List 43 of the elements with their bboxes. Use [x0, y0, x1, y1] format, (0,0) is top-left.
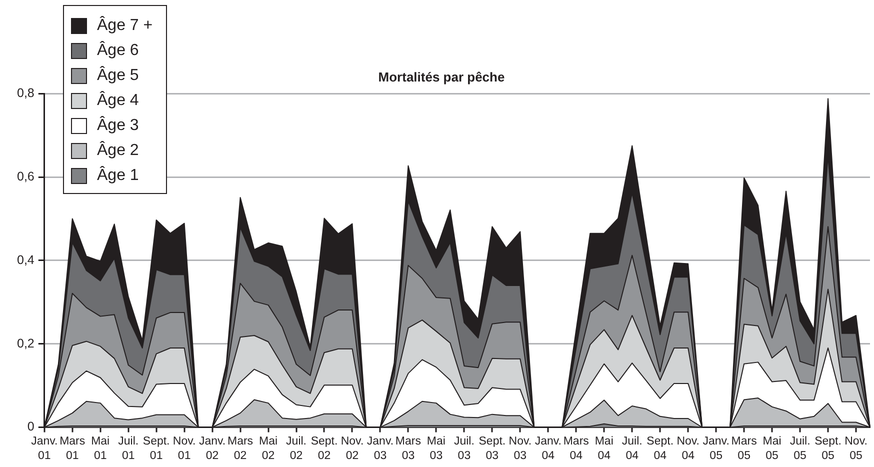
x-tick-label: Sept. 03 [478, 436, 506, 462]
x-tick-label: Mai 04 [594, 436, 614, 462]
x-tick-label: Juil. 03 [454, 436, 474, 462]
x-tick-label: Nov. 02 [340, 436, 364, 462]
x-tick-label: Mars 05 [731, 436, 758, 462]
y-tick-label: 0,6 [16, 169, 34, 184]
x-tick-label: Mai 02 [259, 436, 278, 462]
x-tick-label: Janv. 01 [31, 436, 58, 462]
chart-title: Mortalités par pêche [378, 69, 505, 84]
y-tick-label: 0,4 [16, 252, 34, 267]
legend-label: Âge 4 [97, 92, 139, 110]
legend-label: Âge 3 [97, 116, 139, 134]
x-tick-label: Juil. 05 [790, 436, 810, 462]
y-tick-label: 0,8 [16, 86, 34, 100]
y-tick-label: 0 [27, 420, 34, 434]
x-tick-label: Mars 02 [228, 436, 254, 462]
legend-label: Âge 7 + [97, 16, 153, 34]
x-tick-label: Sept. 05 [814, 436, 842, 462]
legend-label: Âge 5 [97, 66, 139, 84]
x-tick-label: Juil. 01 [118, 436, 139, 462]
x-tick-label: Nov. 03 [508, 436, 532, 462]
x-tick-label: Mars 04 [563, 436, 590, 462]
x-tick-label: Janv. 05 [702, 436, 730, 462]
y-tick-label: 0,2 [16, 336, 34, 350]
x-tick-label: Mars 03 [395, 436, 422, 462]
x-tick-label: Mars 01 [60, 436, 86, 462]
legend-label: Âge 2 [97, 142, 139, 160]
x-tick-label: Nov. 01 [172, 436, 196, 462]
x-tick-label: Janv. 04 [534, 436, 562, 462]
x-tick-label: Sept. 01 [142, 436, 170, 462]
x-tick-label: Sept. 04 [646, 436, 674, 462]
legend-label: Âge 1 [97, 166, 139, 184]
x-tick-label: Janv. 03 [366, 436, 394, 462]
x-tick-label: Sept. 02 [310, 436, 338, 462]
x-tick-label: Mai 05 [762, 436, 782, 462]
x-tick-label: Mai 03 [426, 436, 446, 462]
x-tick-label: Mai 01 [91, 436, 110, 462]
legend-label: Âge 6 [97, 42, 139, 60]
x-tick-label: Nov. 05 [844, 436, 868, 462]
x-tick-label: Juil. 04 [622, 436, 642, 462]
x-tick-label: Nov. 04 [676, 436, 700, 462]
x-tick-label: Janv. 02 [198, 436, 226, 462]
x-tick-label: Juil. 02 [286, 436, 306, 462]
